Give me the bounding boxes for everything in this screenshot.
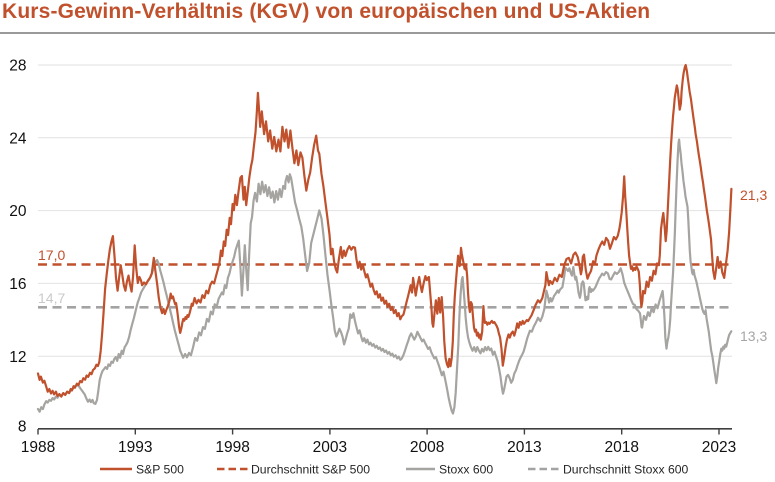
svg-text:2018: 2018 (604, 439, 638, 456)
svg-text:21,3: 21,3 (740, 187, 767, 203)
svg-text:14,7: 14,7 (38, 290, 65, 306)
svg-text:Durchschnitt Stoxx 600: Durchschnitt Stoxx 600 (563, 463, 689, 477)
svg-text:17,0: 17,0 (38, 247, 65, 263)
svg-text:Durchschnitt S&P 500: Durchschnitt S&P 500 (251, 463, 370, 477)
svg-text:8: 8 (18, 419, 27, 436)
svg-text:12: 12 (9, 349, 26, 366)
svg-text:1988: 1988 (21, 439, 55, 456)
svg-text:16: 16 (9, 276, 26, 293)
svg-text:2008: 2008 (410, 439, 444, 456)
svg-text:2013: 2013 (507, 439, 541, 456)
svg-text:Stoxx 600: Stoxx 600 (439, 463, 493, 477)
svg-text:S&P 500: S&P 500 (136, 463, 184, 477)
svg-text:20: 20 (9, 203, 27, 220)
svg-text:2023: 2023 (702, 439, 736, 456)
svg-text:1993: 1993 (118, 439, 152, 456)
svg-text:2003: 2003 (313, 439, 347, 456)
svg-text:24: 24 (9, 130, 27, 147)
svg-text:1998: 1998 (215, 439, 249, 456)
svg-text:13,3: 13,3 (740, 328, 767, 344)
svg-text:28: 28 (9, 58, 26, 75)
